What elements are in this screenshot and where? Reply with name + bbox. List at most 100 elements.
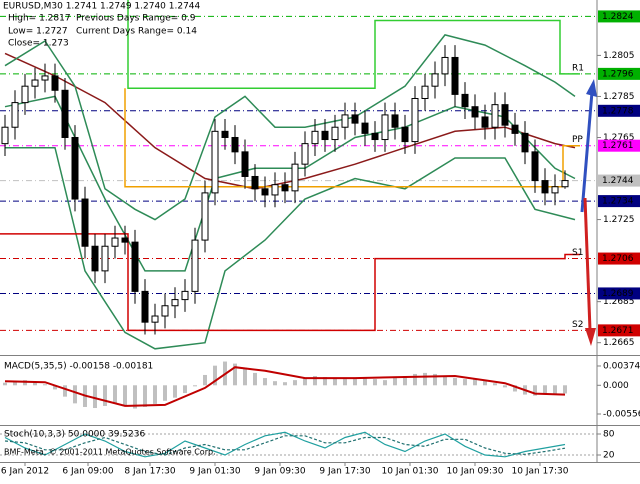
candle-body (71, 136, 79, 200)
histogram-bar (273, 381, 277, 386)
level-label: 1.2744 (602, 176, 634, 186)
histogram-bar (3, 382, 7, 386)
x-tick-label: 9 Jan 01:30 (189, 467, 241, 477)
level-label-box (598, 324, 640, 337)
histogram-bar (243, 367, 247, 386)
candle-body (41, 75, 49, 81)
x-tick-label: 10 Jan 09:30 (447, 467, 504, 477)
histogram-bar (33, 382, 37, 386)
candle-body (21, 85, 29, 104)
y-tick-label: 1.2685 (603, 297, 635, 307)
x-tick-label: 10 Jan 17:30 (512, 467, 569, 477)
panel-title: MACD(5,35,5) -0.00158 -0.00181 (4, 362, 153, 372)
level-label: 1.2761 (602, 141, 634, 151)
candle-body (331, 126, 339, 141)
histogram-bar (53, 385, 57, 390)
indicator-line (4, 34, 576, 221)
histogram-bar (443, 376, 447, 386)
level-label-box (598, 252, 640, 265)
histogram-bar (483, 380, 487, 386)
level-label-box (598, 195, 640, 208)
level-label-box (598, 67, 640, 80)
candle-body (131, 241, 139, 292)
level-label-box (598, 174, 640, 187)
candle-body (111, 237, 119, 247)
candle-body (461, 93, 469, 108)
histogram-bar (503, 385, 507, 388)
info-line: Current Days Range= 0.14 (76, 27, 197, 37)
level-label: 1.2824 (602, 12, 634, 22)
candle-body (391, 114, 399, 128)
x-tick-label: 10 Jan 01:30 (382, 467, 439, 477)
histogram-bar (153, 385, 157, 404)
candle-body (61, 89, 69, 138)
histogram-bar (383, 380, 387, 386)
histogram-bar (403, 376, 407, 386)
histogram-bar (333, 377, 337, 386)
y-tick-label: 0.000 (603, 381, 629, 391)
copyright: BMF-Meta, © 2001-2011 MetaQuotes Softwar… (4, 448, 216, 457)
macd-panel (3, 361, 567, 409)
candle-body (1, 126, 9, 145)
candle-body (471, 106, 479, 118)
candle-body (141, 290, 149, 323)
level-label: 1.2689 (602, 289, 634, 299)
candle-body (211, 130, 219, 194)
y-tick-label: 1.2785 (603, 92, 635, 102)
histogram-bar (463, 379, 467, 386)
indicator-line (4, 366, 566, 407)
candle-body (51, 75, 59, 91)
histogram-bar (393, 378, 397, 386)
candle-body (201, 192, 209, 241)
candle-body (321, 130, 329, 141)
level-label: 1.2671 (602, 326, 634, 336)
histogram-bar (73, 385, 77, 404)
candle-body (271, 184, 279, 196)
candle-body (181, 290, 189, 301)
candle-body (311, 130, 319, 145)
histogram-bar (563, 385, 567, 394)
histogram-bar (513, 385, 517, 392)
candle-body (411, 97, 419, 143)
histogram-bar (183, 385, 187, 394)
candle-body (251, 175, 259, 190)
histogram-bar (453, 378, 457, 386)
candle-body (421, 85, 429, 99)
candle-body (541, 180, 549, 194)
histogram-bar (43, 384, 47, 386)
histogram-bar (413, 373, 417, 386)
histogram-bar (143, 385, 147, 407)
y-tick-label: -0.00556 (603, 410, 640, 420)
candle-body (281, 184, 289, 192)
histogram-bar (433, 373, 437, 386)
histogram-bar (23, 380, 27, 386)
histogram-bar (283, 382, 287, 386)
histogram-bar (93, 385, 97, 409)
histogram-bar (123, 385, 127, 406)
candle-body (431, 73, 439, 87)
histogram-bar (373, 379, 377, 386)
indicator-line (0, 233, 580, 332)
candle-body (361, 122, 369, 134)
candle-body (241, 151, 249, 177)
x-tick-label: 9 Jan 09:30 (254, 467, 306, 477)
histogram-bar (203, 374, 207, 386)
x-tick-label: 6 Jan 09:00 (62, 467, 114, 477)
y-tick-label: 1.2725 (603, 215, 635, 225)
candle-body (401, 126, 409, 143)
histogram-bar (343, 379, 347, 386)
level-label: 1.2734 (602, 197, 634, 207)
info-line: Low= 1.2727 (8, 27, 68, 37)
stoch-panel (0, 431, 597, 458)
indicator-line (127, 0, 580, 89)
y-tick-label: 80 (603, 430, 615, 440)
candle-body (351, 114, 359, 124)
candle-body (261, 188, 269, 196)
pivot-label: S2 (572, 320, 583, 330)
histogram-bar (63, 385, 67, 397)
y-tick-label: 1.2665 (603, 338, 635, 348)
histogram-bar (423, 372, 427, 386)
candle-body (381, 114, 389, 141)
up-arrow-head (586, 79, 597, 97)
indicator-line (5, 146, 576, 350)
